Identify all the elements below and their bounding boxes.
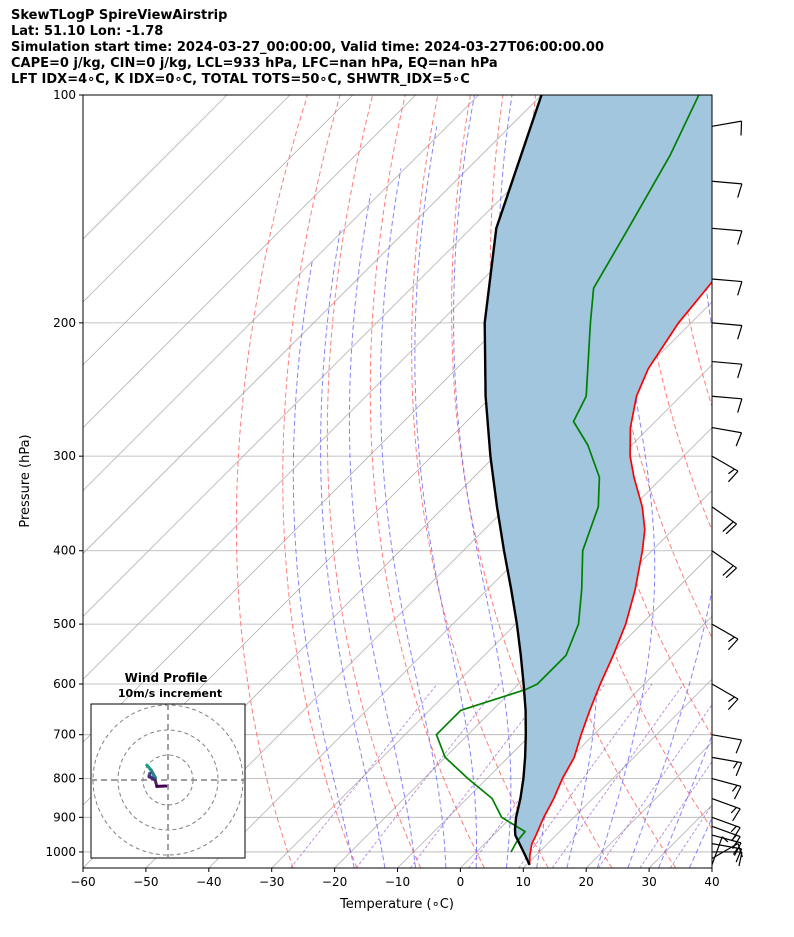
dry-adiabat-line <box>697 95 712 241</box>
wind-barb <box>711 843 743 863</box>
isotherm-line <box>83 95 354 366</box>
moist-adiabat-line <box>658 734 712 868</box>
mixing-ratio-line <box>598 703 712 868</box>
wind-barb <box>711 360 743 379</box>
isotherm-line <box>83 95 416 429</box>
y-tick-label: 400 <box>53 544 76 558</box>
station-location: Lat: 51.10 Lon: -1.78 <box>11 24 164 39</box>
x-tick-label: −60 <box>70 875 95 889</box>
moist-adiabat-line <box>720 95 794 868</box>
wind-barb <box>711 683 739 711</box>
dry-adiabat-line <box>369 95 485 868</box>
y-tick-label: 200 <box>53 316 76 330</box>
y-tick-label: 100 <box>53 88 76 102</box>
moist-adiabat-line <box>380 168 447 868</box>
mixing-ratio-line <box>518 683 653 868</box>
wind-barb <box>711 825 741 850</box>
simulation-times: Simulation start time: 2024-03-27_00:00:… <box>11 40 604 55</box>
wind-barb <box>711 227 743 245</box>
moist-adiabat-line <box>453 95 512 868</box>
wind-barb <box>712 851 743 867</box>
stability-parameters: CAPE=0 j/kg, CIN=0 j/kg, LCL=933 hPa, LF… <box>11 56 498 71</box>
dewpoint-profile-line <box>435 95 700 853</box>
stability-indices: LFT IDX=4∘C, K IDX=0∘C, TOTAL TOTS=50∘C,… <box>11 72 470 87</box>
isotherm-line <box>271 427 712 868</box>
x-tick-label: 30 <box>641 875 656 889</box>
y-tick-label: 300 <box>53 449 76 463</box>
x-tick-label: −30 <box>259 875 284 889</box>
parcel-profile-line <box>483 95 543 866</box>
wind-barb <box>711 426 743 447</box>
wind-barb <box>711 322 743 340</box>
wind-barb <box>711 797 741 822</box>
x-tick-label: −50 <box>133 875 158 889</box>
moist-adiabat-line <box>627 95 712 868</box>
y-tick-label: 700 <box>53 728 76 742</box>
mixing-ratio-line <box>551 683 684 868</box>
hodograph-inset: Wind Profile 10m/s increment <box>90 671 246 859</box>
mixing-ratio-line <box>639 760 712 868</box>
x-axis-label: Temperature (∘C) <box>339 897 454 912</box>
dry-adiabat-line <box>731 95 794 868</box>
wind-barb <box>711 278 743 296</box>
isotherm-line <box>83 95 291 303</box>
isotherm-line <box>334 490 712 868</box>
dry-adiabat-line <box>235 95 308 868</box>
wind-barbs <box>711 120 743 867</box>
dry-adiabat-line <box>282 95 358 868</box>
y-tick-label: 900 <box>53 810 76 824</box>
mixing-ratio-line <box>410 683 551 868</box>
station-title: SkewTLogP SpireViewAirstrip <box>11 8 228 23</box>
y-tick-label: 500 <box>53 617 76 631</box>
inset-title: Wind Profile <box>125 671 208 685</box>
x-tick-label: 0 <box>457 875 465 889</box>
wind-barb <box>711 120 743 136</box>
isotherm-line <box>83 95 228 240</box>
chart-header: SkewTLogP SpireViewAirstrip Lat: 51.10 L… <box>11 8 604 88</box>
wind-barb <box>711 756 743 777</box>
wind-barb <box>711 778 742 800</box>
wind-barb <box>711 816 741 841</box>
isotherm-line <box>523 678 712 868</box>
moist-adiabat-line <box>320 228 386 868</box>
wind-barb <box>711 180 743 198</box>
wind-barb <box>711 506 737 535</box>
x-tick-label: −40 <box>196 875 221 889</box>
mixing-ratio-line <box>290 683 438 868</box>
isotherm-line <box>83 95 542 555</box>
wind-barb <box>711 395 743 413</box>
axis-ticks: −60 −50 −40 −30 −20 −10 0 10 20 30 40 100 200 300 400 5… <box>45 88 719 889</box>
x-tick-label: −10 <box>385 875 410 889</box>
wind-barb <box>711 550 737 579</box>
moist-adiabat-line <box>348 193 416 868</box>
moist-adiabat-line <box>292 259 355 868</box>
dry-adiabat-line <box>764 95 794 868</box>
sounding-profiles <box>435 95 712 866</box>
y-axis-label: Pressure (hPa) <box>18 434 33 527</box>
isotherm-line <box>83 95 605 617</box>
wind-barb <box>711 623 739 651</box>
isotherm-line <box>83 95 479 492</box>
y-tick-label: 800 <box>53 772 76 786</box>
dry-adiabat-line <box>451 95 613 868</box>
x-tick-label: 20 <box>579 875 594 889</box>
temperature-profile-line <box>528 280 712 865</box>
y-tick-label: 600 <box>53 677 76 691</box>
wind-barb <box>711 455 739 483</box>
inset-subtitle: 10m/s increment <box>118 687 222 700</box>
x-tick-label: 40 <box>704 875 719 889</box>
y-tick-label: 1000 <box>45 845 76 859</box>
cin-shaded-area <box>484 95 712 865</box>
moist-adiabat-line <box>414 126 477 868</box>
wind-barb <box>711 734 743 754</box>
mixing-ratio-line <box>355 683 500 868</box>
x-tick-label: −20 <box>322 875 347 889</box>
x-tick-label: 10 <box>516 875 531 889</box>
isotherm-line <box>460 615 712 868</box>
isotherm-line <box>711 867 712 868</box>
moist-adiabat-line <box>596 95 656 868</box>
